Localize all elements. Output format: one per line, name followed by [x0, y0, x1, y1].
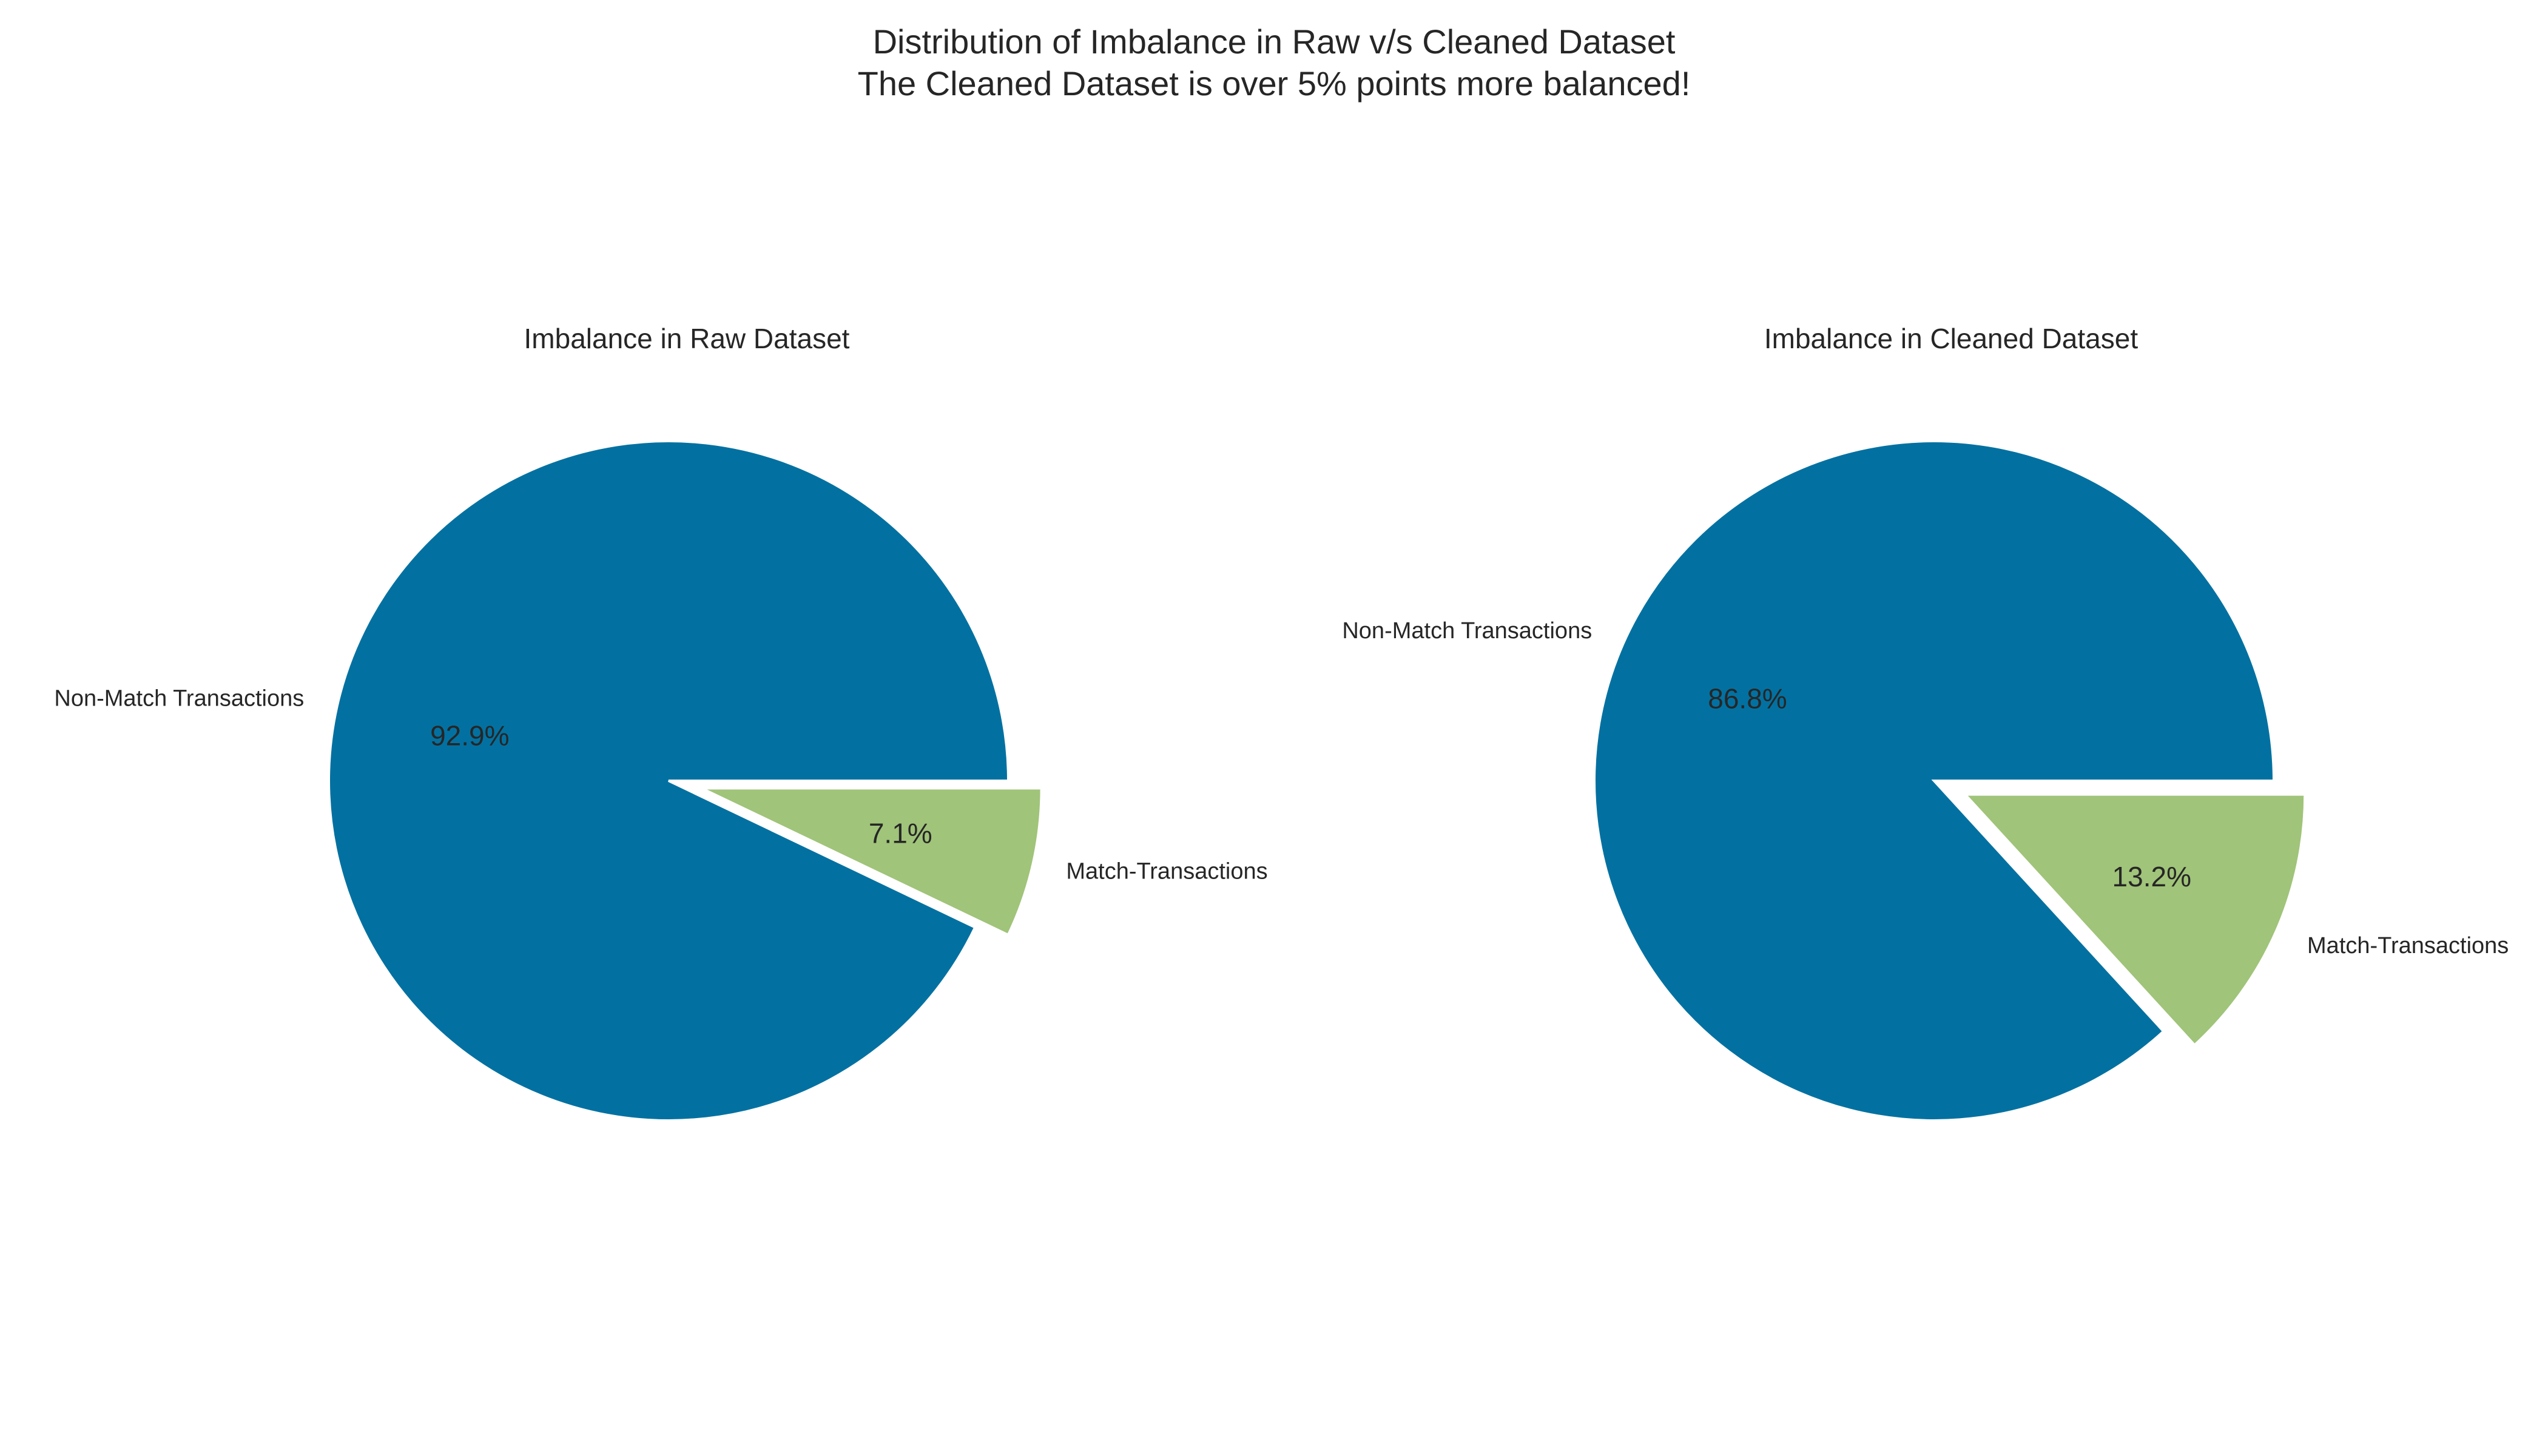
raw-dataset-match-percent-label: 7.1% — [869, 818, 932, 849]
cleaned-dataset-non-match-slice — [1593, 440, 2276, 1122]
raw-dataset-match-category-label: Match-Transactions — [1066, 859, 1267, 885]
cleaned-dataset-pie: 86.8% Non-Match Transactions 13.2% Match-Tr… — [1342, 323, 2509, 1122]
cleaned-dataset-match-category-label: Match-Transactions — [2307, 933, 2509, 959]
raw-dataset-match-slice — [701, 787, 1043, 937]
cleaned-dataset-match-slice — [1962, 793, 2307, 1047]
figure-suptitle-line2: The Cleaned Dataset is over 5% points mo… — [858, 64, 1691, 103]
raw-dataset-pie-title: Imbalance in Raw Dataset — [524, 323, 850, 354]
cleaned-dataset-non-match-category-label: Non-Match Transactions — [1342, 618, 1592, 644]
cleaned-dataset-pie-title: Imbalance in Cleaned Dataset — [1764, 323, 2138, 354]
raw-dataset-non-match-slice — [328, 440, 1010, 1122]
raw-dataset-non-match-percent-label: 92.9% — [430, 720, 509, 752]
raw-dataset-non-match-category-label: Non-Match Transactions — [54, 686, 304, 712]
figure-suptitle-line1: Distribution of Imbalance in Raw v/s Cle… — [873, 22, 1676, 61]
cleaned-dataset-non-match-percent-label: 86.8% — [1708, 683, 1787, 715]
cleaned-dataset-match-percent-label: 13.2% — [2112, 861, 2191, 892]
raw-dataset-pie: 92.9% Non-Match Transactions 7.1% Match-Tra… — [54, 323, 1268, 1122]
